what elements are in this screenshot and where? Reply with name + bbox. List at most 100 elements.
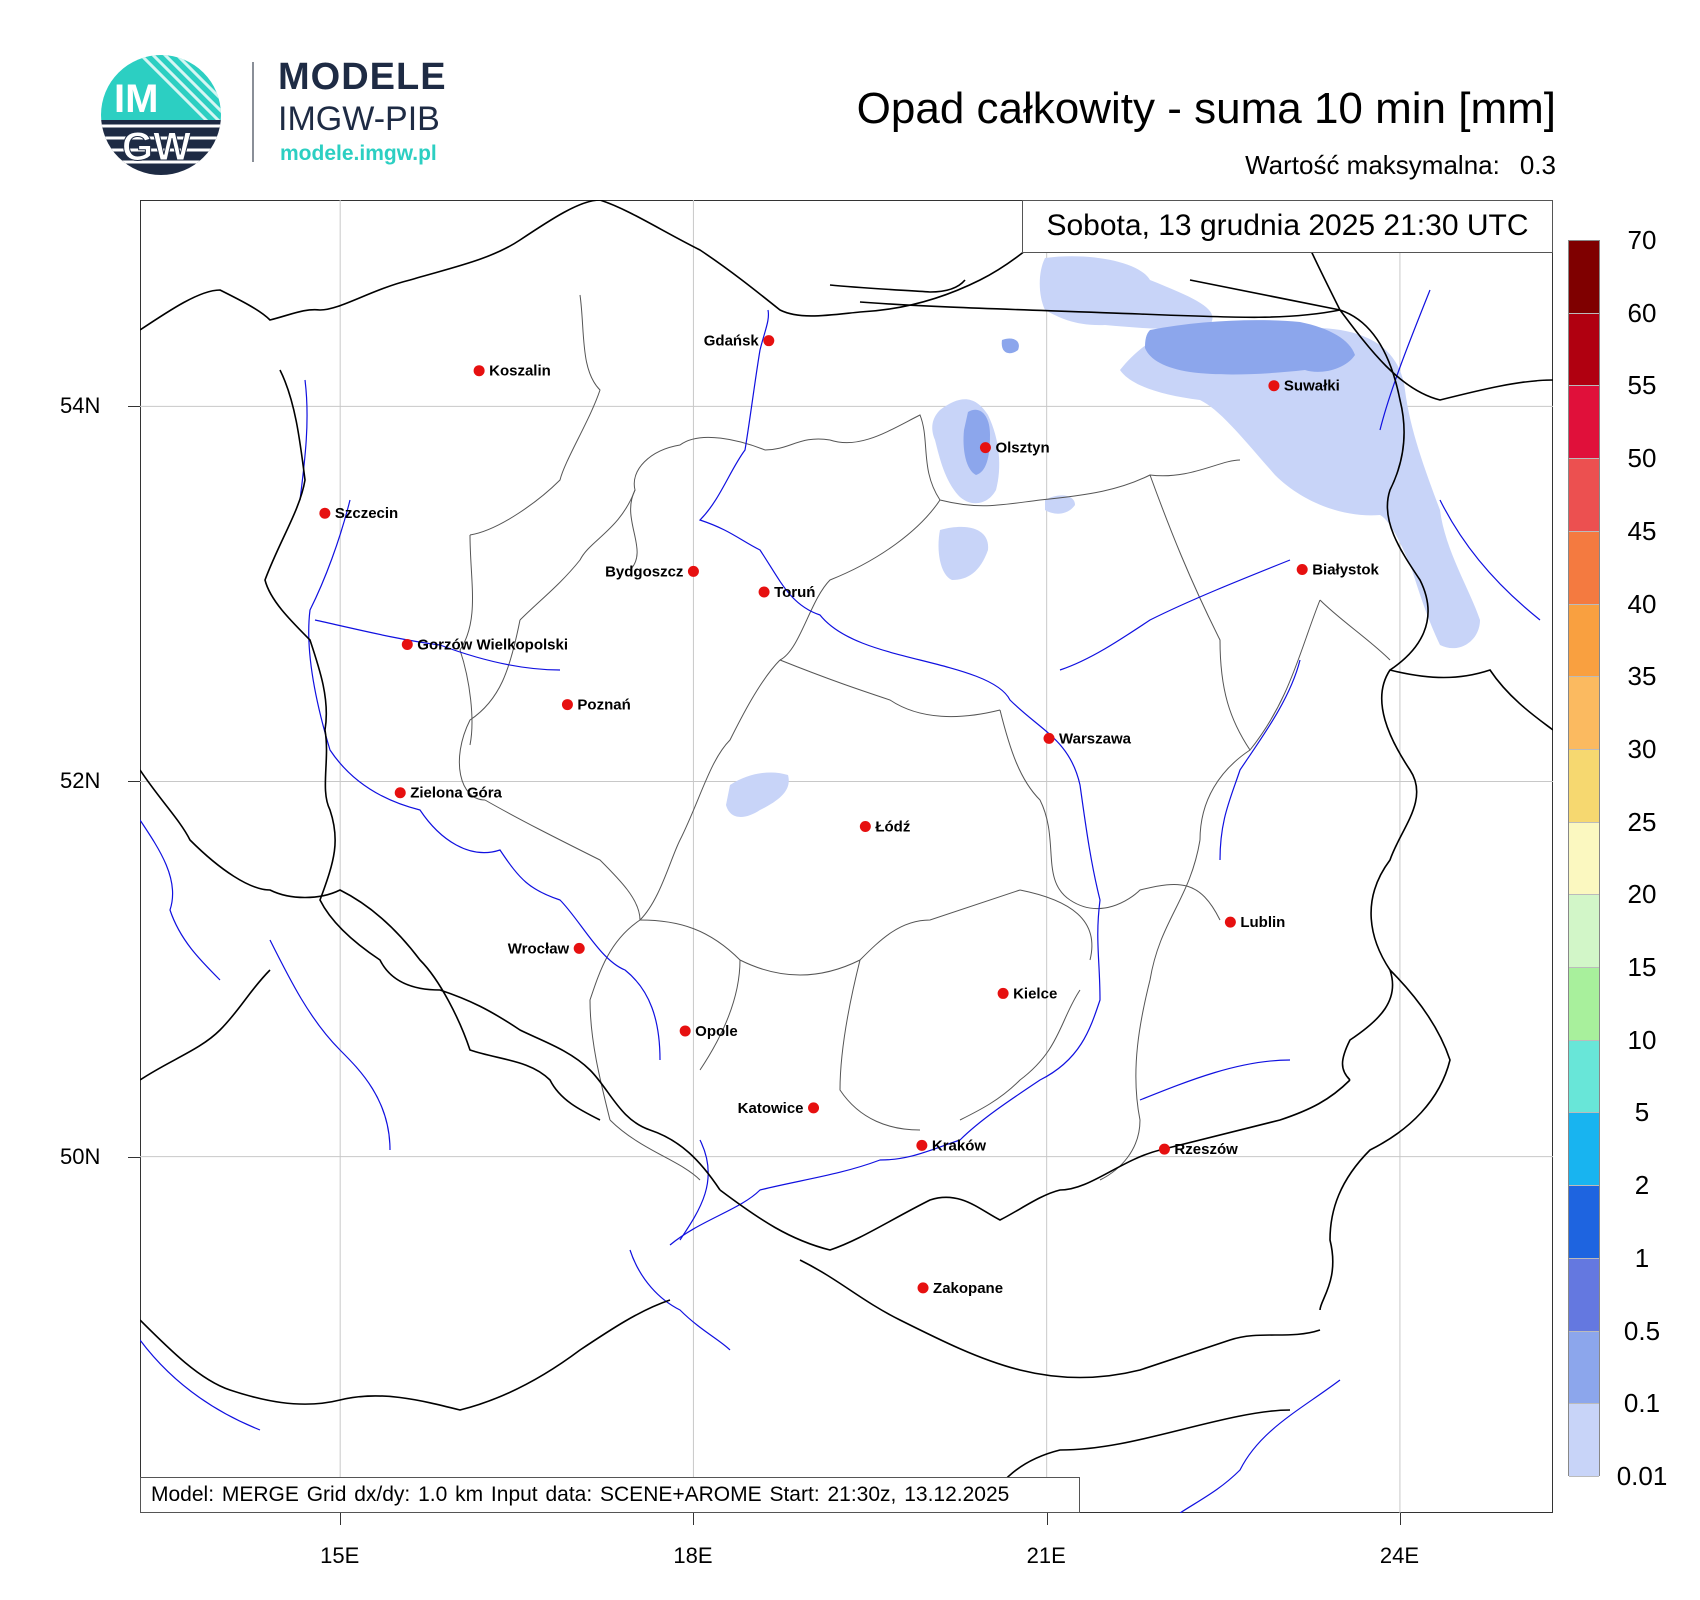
colorbar-segment xyxy=(1569,1331,1599,1405)
city-label: Bydgoszcz xyxy=(605,563,683,580)
city-dot xyxy=(917,1282,929,1294)
river-czech-2 xyxy=(269,939,391,1151)
logo-subtitle: IMGW-PIB xyxy=(278,100,440,138)
city-marker: Bydgoszcz xyxy=(605,563,699,580)
city-dot xyxy=(1158,1143,1170,1155)
coastline-2 xyxy=(599,200,1061,317)
city-label: Opole xyxy=(695,1023,738,1040)
lat-label: 52N xyxy=(60,768,101,794)
city-marker: Wrocław xyxy=(508,940,585,957)
lon-label: 24E xyxy=(1379,1543,1420,1568)
cities: Gdańsk Koszalin Szczecin Suwałki Olsztyn Biał… xyxy=(319,333,1380,1297)
city-dot xyxy=(1268,380,1280,392)
city-label: Szczecin xyxy=(335,505,398,522)
colorbar-segment xyxy=(1569,459,1599,532)
city-dot xyxy=(1296,564,1308,576)
colorbar-label: 0.5 xyxy=(1623,1315,1661,1346)
lon-tick xyxy=(1046,1513,1048,1525)
city-dot xyxy=(679,1025,691,1037)
max-value: 0.3 xyxy=(1519,150,1556,180)
river-east-2 xyxy=(1439,499,1541,621)
city-label: Poznań xyxy=(577,697,630,714)
city-marker: Poznań xyxy=(561,697,631,714)
colorbar-label: 10 xyxy=(1627,1024,1657,1055)
colorbar-label: 35 xyxy=(1627,661,1657,692)
belarus-border xyxy=(1389,669,1553,731)
colorbar-segment xyxy=(1569,1258,1599,1332)
poland-border-west xyxy=(264,369,721,1191)
precip-area-lodz-nw xyxy=(726,772,789,817)
colorbar-label: 60 xyxy=(1627,297,1657,328)
colorbar-label: 0.1 xyxy=(1623,1388,1661,1419)
river-southeast xyxy=(1179,1379,1341,1513)
river-southwest xyxy=(140,1339,261,1431)
city-marker: Białystok xyxy=(1296,562,1380,579)
lon-label: 18E xyxy=(673,1543,713,1568)
lat-tick xyxy=(128,781,140,783)
colorbar-label: 20 xyxy=(1627,879,1657,910)
city-label: Łódź xyxy=(875,818,910,835)
city-dot xyxy=(401,639,413,651)
city-label: Gorzów Wielkopolski xyxy=(417,637,568,654)
chart-title: Opad całkowity - suma 10 min [mm] xyxy=(856,84,1556,133)
hungary-border xyxy=(979,1409,1291,1513)
city-label: Zielona Góra xyxy=(410,785,502,802)
river-oder xyxy=(308,499,661,1061)
logo-title: MODELE xyxy=(278,56,447,98)
city-dot xyxy=(979,442,991,454)
precip-area-northeast xyxy=(1120,322,1480,649)
city-label: Kielce xyxy=(1013,985,1057,1002)
logo-separator xyxy=(252,62,254,162)
colorbar-label: 50 xyxy=(1627,443,1657,474)
city-marker: Zakopane xyxy=(917,1280,1003,1297)
precipitation-map: Gdańsk Koszalin Szczecin Suwałki Olsztyn Biał… xyxy=(140,200,1553,1513)
colorbar-segment xyxy=(1569,386,1599,460)
city-label: Gdańsk xyxy=(704,333,760,350)
lon-tick xyxy=(1399,1513,1401,1525)
city-dot xyxy=(997,987,1009,999)
lon-label: 21E xyxy=(1026,1543,1066,1568)
river-bug xyxy=(1219,659,1301,861)
colorbar-segment xyxy=(1569,604,1599,678)
city-marker: Zielona Góra xyxy=(394,785,503,802)
city-dot xyxy=(1043,732,1055,744)
city-dot xyxy=(758,586,770,598)
city-label: Lublin xyxy=(1240,914,1285,931)
city-label: Białystok xyxy=(1312,562,1379,579)
colorbar xyxy=(1568,240,1600,1477)
colorbar-label: 55 xyxy=(1627,370,1657,401)
city-dot xyxy=(394,787,406,799)
colorbar-label: 40 xyxy=(1627,588,1657,619)
colorbar-segment xyxy=(1569,1404,1599,1477)
lat-label: 54N xyxy=(60,393,101,419)
rivers xyxy=(140,289,1541,1513)
precip-area-suwalki xyxy=(1145,320,1355,375)
city-marker: Katowice xyxy=(738,1100,820,1117)
city-dot xyxy=(573,942,585,954)
city-label: Katowice xyxy=(738,1100,804,1117)
coastline xyxy=(140,200,601,331)
poland-border-south xyxy=(719,1079,1351,1251)
svg-text:IM: IM xyxy=(114,77,158,121)
river-east xyxy=(1379,289,1431,431)
colorbar-segment xyxy=(1569,968,1599,1041)
colorbar-label: 15 xyxy=(1627,952,1657,983)
city-marker: Toruń xyxy=(758,584,815,601)
city-dot xyxy=(1224,916,1236,928)
colorbar-segment xyxy=(1569,531,1599,605)
precip-area-olsztyn-east xyxy=(1045,495,1075,514)
river-moravia xyxy=(629,1249,731,1351)
austria-border xyxy=(140,1299,671,1411)
city-dot xyxy=(916,1139,928,1151)
city-marker: Kraków xyxy=(916,1137,986,1154)
river-szczecin xyxy=(299,379,308,501)
city-label: Zakopane xyxy=(933,1280,1003,1297)
colorbar-segment xyxy=(1569,1186,1599,1259)
river-narew xyxy=(1059,559,1291,671)
river-south xyxy=(679,1139,709,1241)
colorbar-segment xyxy=(1569,677,1599,750)
city-marker: Szczecin xyxy=(319,505,398,522)
city-marker: Warszawa xyxy=(1043,730,1132,747)
lon-tick xyxy=(693,1513,695,1525)
colorbar-label: 30 xyxy=(1627,733,1657,764)
